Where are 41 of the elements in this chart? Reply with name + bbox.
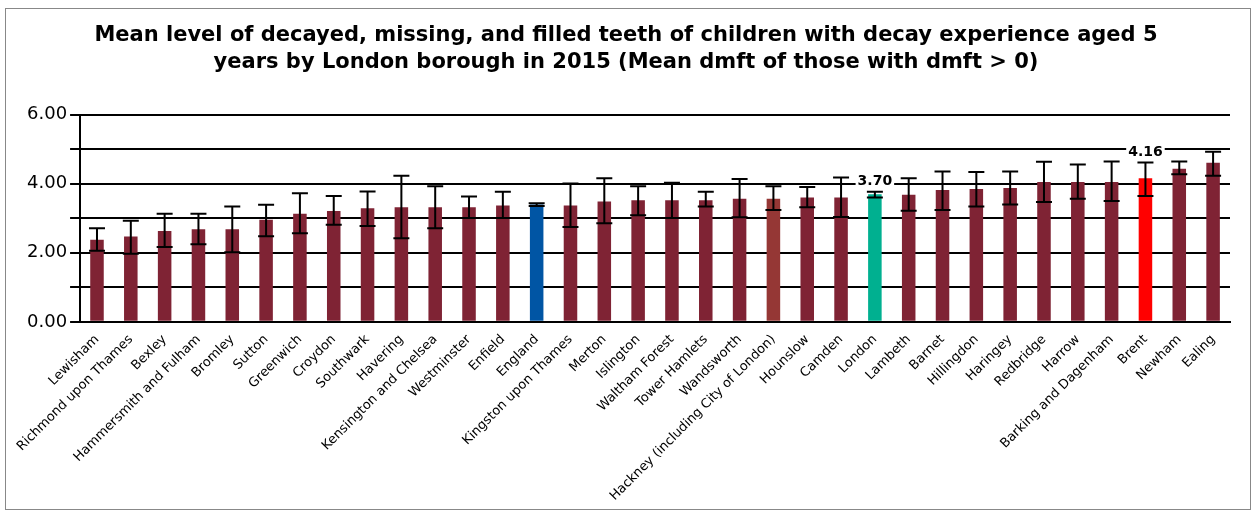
y-tick-label: 2.00 [27,240,68,262]
bar [360,208,375,321]
y-tick-label: 4.00 [27,171,68,193]
bar [1206,162,1220,321]
bar [665,200,679,321]
bar [1071,182,1085,321]
bar [699,200,713,321]
y-tick-label: 6.00 [27,102,68,124]
y-tick-label: 0.00 [27,309,68,331]
bar [868,194,882,321]
bar [1172,168,1187,321]
bar [225,229,240,321]
bar [631,200,645,321]
bar [1037,182,1051,321]
bar [597,201,612,321]
bar [462,207,476,321]
bar [90,239,104,321]
bar [1138,178,1153,321]
bar [529,204,544,321]
bar [394,207,409,321]
bar [293,213,307,321]
bar [496,205,510,321]
bar [732,198,747,321]
bar [259,219,273,321]
data-label: 3.70 [857,172,893,189]
bar [191,229,206,321]
bar [326,211,341,321]
bar [834,197,848,321]
bar [1104,182,1119,321]
bar [935,190,950,321]
bar [157,231,172,321]
data-label: 4.16 [1128,143,1163,160]
bar [800,197,814,321]
bar [124,236,138,321]
chart-title: Mean level of decayed, missing, and filled teeth of children with decay experience aged 5 years by London borough in 2015 (Mean dmft of those with dmft > 0) [93,21,1159,75]
bar [428,207,442,321]
bar [563,205,578,321]
bar [901,194,916,321]
bar [969,188,984,321]
bar [1003,187,1017,321]
bar [766,198,781,321]
